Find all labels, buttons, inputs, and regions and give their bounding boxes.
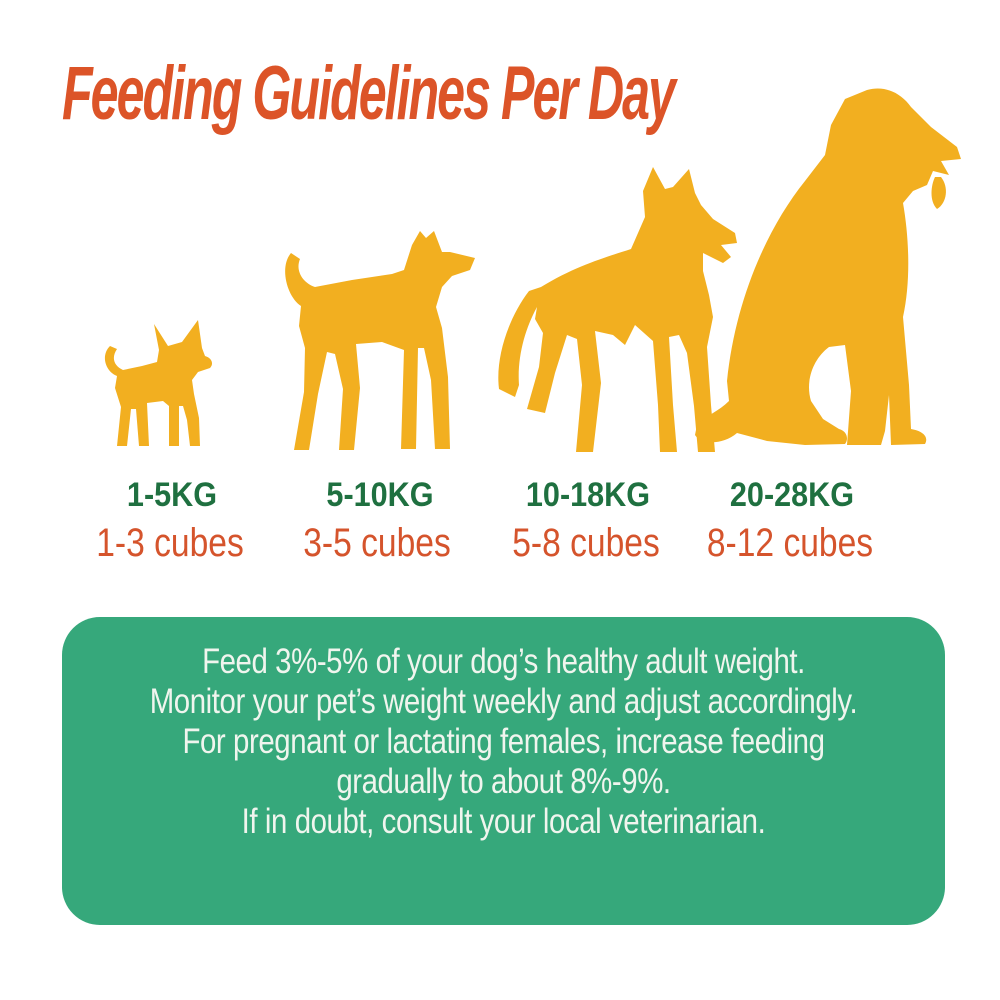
note-line: Feed 3%-5% of your dog’s healthy adult w… [202, 642, 805, 681]
cubes-label: 1-3 cubes [96, 521, 244, 565]
note-line: Monitor your pet’s weight weekly and adj… [149, 682, 858, 721]
weight-label: 20-28KG [729, 476, 855, 514]
chihuahua-silhouette-icon [104, 320, 213, 446]
terrier-silhouette-icon [285, 231, 475, 450]
note-text: Feed 3%-5% of your dog’s healthy adult w… [62, 617, 945, 842]
note-line: For pregnant or lactating females, incre… [182, 722, 825, 761]
note-line: gradually to about 8%-9%. [336, 762, 671, 801]
weight-label: 10-18KG [525, 476, 651, 514]
retriever-silhouette-icon [695, 88, 961, 445]
cubes-label: 8-12 cubes [706, 521, 874, 565]
shepherd-silhouette-icon [498, 167, 737, 452]
weight-label: 5-10KG [326, 476, 434, 514]
cubes-label: 5-8 cubes [512, 521, 660, 565]
cubes-label: 3-5 cubes [303, 521, 451, 565]
note-line: If in doubt, consult your local veterina… [241, 802, 766, 841]
weight-label: 1-5KG [126, 476, 218, 514]
page-title: Feeding Guidelines Per Day [62, 51, 676, 136]
note-box: Feed 3%-5% of your dog’s healthy adult w… [62, 617, 945, 925]
